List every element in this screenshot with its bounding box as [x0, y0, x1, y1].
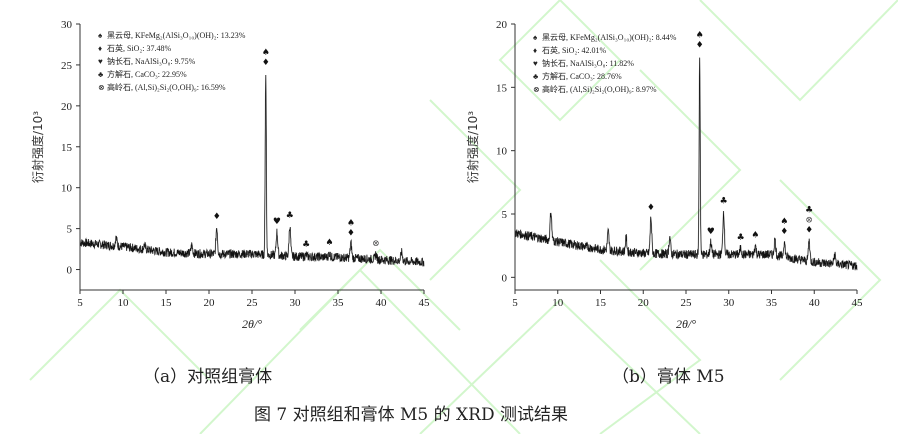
x-axis-label: 2θ/°	[676, 317, 696, 331]
y-tick-label: 0	[502, 272, 508, 284]
peak-marker: ♠	[325, 238, 333, 248]
x-tick-label: 25	[247, 297, 259, 309]
y-tick-label: 5	[502, 209, 508, 221]
x-axis-label: 2θ/°	[242, 317, 262, 331]
x-tick-label: 40	[376, 297, 388, 309]
peak-marker: ⊗	[372, 239, 380, 249]
x-tick-label: 10	[118, 297, 130, 309]
y-axis-label: 衍射强度/10³	[465, 111, 480, 183]
peak-marker: ♣	[737, 233, 745, 243]
legend-entry: 方解石, CaCO₃: 22.95%	[107, 69, 187, 79]
peak-marker: ♠	[751, 231, 759, 241]
legend-symbol: ♠	[533, 33, 538, 42]
peak-marker: ♦	[696, 41, 704, 51]
x-tick-label: 20	[638, 297, 650, 309]
peak-marker: ♠	[347, 218, 355, 228]
legend-symbol: ⊗	[98, 83, 105, 92]
x-tick-label: 35	[766, 297, 778, 309]
xrd-pattern-shadow	[79, 74, 425, 267]
legend-entry: 钠长石, NaAlSi₃O₈: 9.75%	[107, 56, 196, 66]
legend-symbol: ♥	[533, 59, 538, 68]
x-tick-label: 5	[77, 297, 83, 309]
legend-entry: 钠长石, NaAlSi₃O₈: 11.82%	[542, 58, 634, 68]
panel-b-caption: （b）膏体 M5	[612, 367, 725, 387]
legend-entry: 黑云母, KFeMg₂(AlSi₃O₁₀)(OH)₂: 13.23%	[107, 31, 246, 40]
legend-entry: 方解石, CaCO₃: 28.76%	[542, 71, 622, 81]
legend-symbol: ♣	[98, 70, 104, 79]
x-tick-label: 5	[512, 297, 518, 309]
legend-entry: 石英, SiO₂: 42.01%	[542, 45, 606, 55]
legend-symbol: ♦	[533, 46, 537, 55]
peak-marker: ♥	[273, 217, 281, 227]
x-tick-label: 15	[595, 297, 607, 309]
peak-marker: ♣	[805, 206, 813, 216]
y-tick-label: 10	[496, 146, 508, 158]
peak-marker: ♦	[780, 227, 788, 237]
y-tick-label: 10	[61, 183, 73, 195]
legend-symbol: ⊗	[533, 85, 540, 94]
y-tick-label: 20	[61, 101, 73, 113]
peak-marker: ♣	[720, 196, 728, 206]
panel-a-caption: （a）对照组膏体	[143, 367, 273, 387]
x-tick-label: 45	[852, 297, 864, 309]
x-tick-label: 25	[681, 297, 693, 309]
y-tick-label: 30	[61, 19, 73, 31]
legend-symbol: ♥	[98, 57, 103, 66]
legend-entry: 石英, SiO₂: 37.48%	[107, 43, 171, 53]
peak-marker: ♣	[302, 240, 310, 250]
legend-entry: 高岭石, (Al,Si)₂Si₂(O,OH)₉: 8.97%	[542, 84, 657, 94]
y-tick-label: 20	[496, 19, 508, 31]
peak-marker: ♠	[696, 31, 704, 41]
xrd-pattern-line	[514, 57, 858, 271]
x-tick-label: 30	[290, 297, 302, 309]
legend-entry: 黑云母, KFeMg₂(AlSi₃O₁₀)(OH)₂: 8.44%	[542, 33, 677, 42]
x-tick-label: 10	[552, 297, 564, 309]
peak-marker: ♠	[262, 48, 270, 58]
x-tick-label: 15	[161, 297, 173, 309]
y-tick-label: 5	[67, 224, 73, 236]
peak-marker: ♣	[286, 211, 294, 221]
x-tick-label: 45	[419, 297, 431, 309]
legend-symbol: ♠	[98, 31, 103, 40]
y-tick-label: 15	[496, 82, 508, 94]
y-tick-label: 25	[61, 60, 73, 72]
x-tick-label: 35	[333, 297, 345, 309]
legend-symbol: ♣	[533, 72, 539, 81]
y-tick-label: 15	[61, 142, 73, 154]
peak-marker: ♦	[262, 58, 270, 68]
legend-symbol: ♦	[98, 44, 102, 53]
peak-marker: ⊗	[805, 216, 813, 226]
peak-marker: ♥	[707, 227, 715, 237]
xrd-chart-a: 0 5 10 15 20 25 30 5 10 15 20 25 30 35 40 45 2θ/° 衍射强度/10…	[30, 19, 430, 331]
peak-marker: ♦	[213, 212, 221, 222]
x-tick-label: 20	[204, 297, 216, 309]
y-tick-label: 0	[67, 265, 73, 277]
peak-marker: ♦	[647, 203, 655, 213]
figure-caption: 图 7 对照组和膏体 M5 的 XRD 测试结果	[254, 405, 568, 425]
peak-marker: ♦	[805, 226, 813, 236]
xrd-pattern-line	[79, 74, 425, 267]
peak-marker: ♠	[780, 217, 788, 227]
legend-entry: 高岭石, (Al,Si)₂Si₂(O,OH)₉: 16.59%	[107, 82, 226, 92]
peak-marker: ♦	[347, 228, 355, 238]
y-axis-label: 衍射强度/10³	[30, 111, 45, 183]
x-tick-label: 30	[723, 297, 735, 309]
x-tick-label: 40	[809, 297, 821, 309]
